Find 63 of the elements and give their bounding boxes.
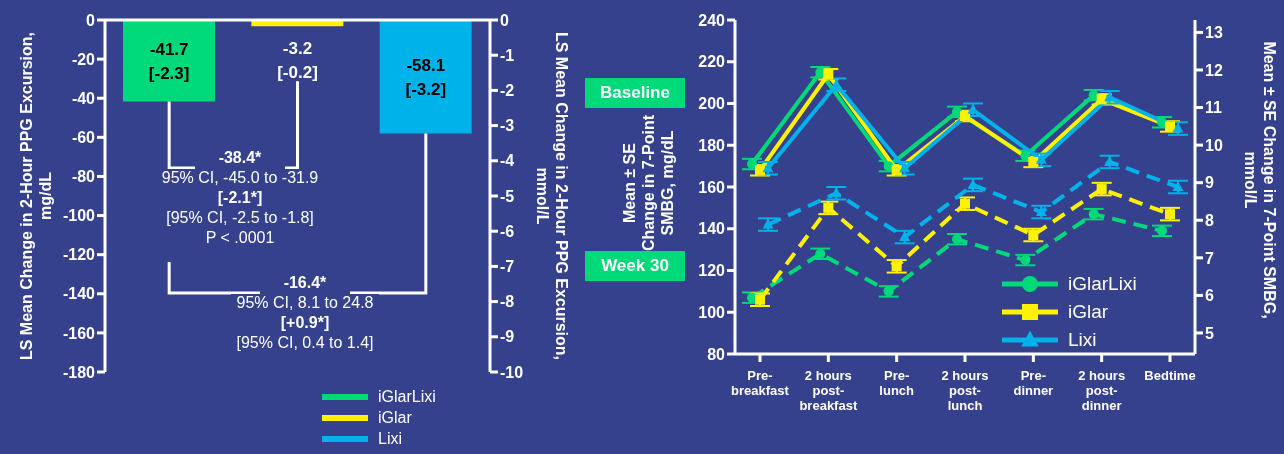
legend-label: iGlarLixi <box>378 387 436 406</box>
x-tick-label: Bedtime <box>1144 368 1196 383</box>
y2-tick-label: -1 <box>500 46 515 64</box>
y-tick-label: -180 <box>62 363 96 381</box>
y-axis-title: Mean ± SE Change in 7-Point SMBG, mg/dL <box>619 114 677 253</box>
y-tick-label: 160 <box>698 178 726 196</box>
y2-tick-label: 11 <box>1205 99 1223 117</box>
x-tick-label: 2 hours post- dinner <box>1078 368 1126 413</box>
y-axis-title: LS Mean Change in 2-Hour PPG Excursion, mg/dL <box>17 30 55 363</box>
text: Week 30 <box>585 251 685 281</box>
y2-tick-label: -3 <box>500 117 515 135</box>
y-tick-label: 180 <box>698 136 726 154</box>
y2-tick-label: -9 <box>500 328 515 346</box>
y-tick-label: 220 <box>698 53 726 71</box>
y-tick-label: -160 <box>62 324 96 342</box>
y2-tick-label: -8 <box>500 293 515 311</box>
y2-tick-label: -7 <box>500 258 515 276</box>
y-tick-label: -140 <box>62 285 96 303</box>
y-tick-label: 240 <box>698 11 726 29</box>
y-tick-label: 100 <box>698 303 726 321</box>
annotation: -16.4* 95% CI, 8.1 to 24.8 [+0.9*] [95% CI, 0.4 to 1.4] <box>235 274 375 351</box>
x-tick-label: Pre- lunch <box>879 368 915 398</box>
data-label: -3.2 [-0.2] <box>277 39 318 83</box>
y-tick-label: 120 <box>698 262 726 280</box>
legend-label: iGlar <box>378 408 412 427</box>
y2-tick-label: 9 <box>1205 174 1214 192</box>
y-tick-label: 80 <box>707 345 726 363</box>
data-label: -58.1 [-3.2] <box>405 55 447 99</box>
x-tick-label: 2 hours post- lunch <box>941 368 989 413</box>
y-tick-label: 0 <box>86 11 96 29</box>
y2-tick-label: -6 <box>500 222 515 240</box>
y-tick-label: 140 <box>698 220 726 238</box>
y2-tick-label: -2 <box>500 82 515 100</box>
x-tick-label: Pre- dinner <box>1013 368 1054 398</box>
y-tick-label: -100 <box>62 207 96 225</box>
y-tick-label: -40 <box>71 89 96 107</box>
y2-tick-label: -5 <box>500 187 515 205</box>
x-tick-label: 2 hours post- breakfast <box>799 368 858 413</box>
annotation: -38.4* 95% CI, -45.0 to -31.9 [-2.1*] [95% CI, -2.5 to -1.8] P < .0001 <box>160 149 320 246</box>
y2-axis-title: LS Mean Change in 2-Hour PPG Excursion, mmol/L <box>533 30 571 363</box>
y2-tick-label: -4 <box>500 152 515 170</box>
y2-tick-label: 13 <box>1205 24 1223 42</box>
y2-tick-label: 5 <box>1205 324 1214 342</box>
y-tick-label: -80 <box>71 168 96 186</box>
y2-tick-label: 0 <box>500 11 509 29</box>
y-tick-label: -120 <box>62 246 96 264</box>
y2-tick-label: 7 <box>1205 249 1214 267</box>
y2-tick-label: 12 <box>1205 61 1223 79</box>
y2-axis-title: Mean ± SE Change in 7-Point SMBG, mmol/L <box>1241 40 1279 321</box>
legend-label: iGlarLixi <box>1068 273 1137 295</box>
y2-tick-label: 10 <box>1205 136 1223 154</box>
legend-label: iGlar <box>1068 301 1109 323</box>
y-tick-label: -60 <box>71 129 96 147</box>
y2-tick-label: 6 <box>1205 287 1214 305</box>
legend-label: Lixi <box>378 429 403 448</box>
text: Baseline <box>585 78 685 108</box>
x-tick-label: Pre- breakfast <box>731 368 790 398</box>
y-tick-label: 200 <box>698 95 726 113</box>
y-tick-label: -20 <box>71 50 96 68</box>
legend-label: Lixi <box>1068 329 1097 351</box>
y2-tick-label: -10 <box>500 363 524 381</box>
data-label: -41.7 [-2.3] <box>148 39 190 83</box>
y2-tick-label: 8 <box>1205 211 1214 229</box>
